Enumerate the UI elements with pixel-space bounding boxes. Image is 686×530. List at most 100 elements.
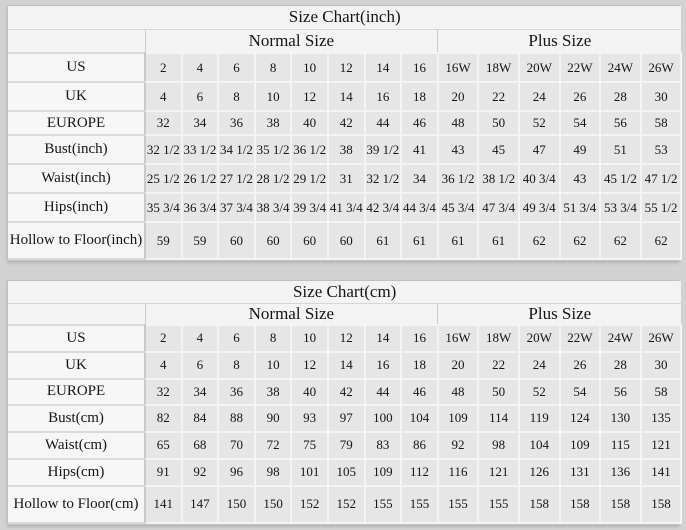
cell: 26 1/2 [180, 163, 220, 194]
row-label: Hips(inch) [8, 192, 146, 223]
cell: 65 [144, 430, 183, 460]
row-label: US [8, 323, 146, 353]
cell: 38 [253, 110, 293, 136]
cell: 20W [517, 323, 561, 353]
cell: 158 [599, 484, 642, 524]
cell: 61 [400, 221, 439, 260]
table-title: Size Chart(inch) [8, 6, 682, 30]
cell: 16W [436, 323, 480, 353]
table-title: Size Chart(cm) [8, 281, 682, 304]
cell: 44 3/4 [400, 192, 439, 223]
cell: 52 [517, 110, 561, 136]
cell: 121 [639, 430, 683, 460]
cell: 124 [558, 403, 602, 433]
table-row: Bust(inch) 32 1/2 33 1/2 34 1/2 35 1/2 36 1/2… [8, 134, 683, 165]
cell: 92 [436, 430, 480, 460]
row-label: Hollow to Floor(cm) [8, 484, 146, 524]
cell: 43 [436, 134, 480, 165]
size-chart-inch: Size Chart(inch) Normal Size Plus Size US 2 4… [7, 5, 683, 261]
cell: 18W [477, 52, 520, 83]
row-label: Hips(cm) [8, 457, 146, 487]
cell: 31 [326, 163, 366, 194]
cell: 45 [477, 134, 520, 165]
cell: 54 [558, 110, 602, 136]
cell: 6 [180, 81, 220, 112]
row-label: Bust(cm) [8, 403, 146, 433]
cell: 29 1/2 [290, 163, 329, 194]
row-label: UK [8, 81, 146, 112]
cell: 155 [477, 484, 520, 524]
table-title-row: Size Chart(cm) [8, 281, 682, 304]
cell: 2 [144, 52, 183, 83]
cell: 10 [290, 52, 329, 83]
cell: 79 [326, 430, 366, 460]
cell: 136 [599, 457, 642, 487]
table-row: US 2 4 6 8 10 12 14 16 16W 18W 20W 22W 24W 26W [8, 323, 683, 353]
cell: 86 [400, 430, 439, 460]
cell: 42 3/4 [363, 192, 403, 223]
cell: 37 3/4 [217, 192, 256, 223]
cell: 52 [517, 377, 561, 406]
cell: 104 [400, 403, 439, 433]
table-row: US 2 4 6 8 10 12 14 16 16W 18W 20W 22W 24W 26W [8, 52, 683, 83]
cell: 60 [326, 221, 366, 260]
cell: 46 [400, 377, 439, 406]
cell: 32 1/2 [363, 163, 403, 194]
cell: 96 [217, 457, 256, 487]
cell: 49 3/4 [517, 192, 561, 223]
cell: 68 [180, 430, 220, 460]
cell: 8 [253, 323, 293, 353]
row-label: EUROPE [8, 110, 146, 136]
cell: 92 [180, 457, 220, 487]
table-row: EUROPE 32 34 36 38 40 42 44 46 48 50 52 54 56 58 [8, 110, 683, 136]
cell: 114 [477, 403, 520, 433]
cell: 6 [180, 350, 220, 380]
cell: 16 [400, 52, 439, 83]
cell: 84 [180, 403, 220, 433]
cell: 36 3/4 [180, 192, 220, 223]
cell: 35 1/2 [253, 134, 293, 165]
cell: 49 [558, 134, 602, 165]
cell: 12 [326, 323, 366, 353]
cell: 48 [436, 110, 480, 136]
cell: 12 [326, 52, 366, 83]
cell: 8 [253, 52, 293, 83]
cell: 2 [144, 323, 183, 353]
cell: 126 [517, 457, 561, 487]
cell: 36 1/2 [290, 134, 329, 165]
cell: 22W [558, 52, 602, 83]
cell: 53 3/4 [599, 192, 642, 223]
cell: 72 [253, 430, 293, 460]
cell: 104 [517, 430, 561, 460]
cell: 22W [558, 323, 602, 353]
table-row: Hollow to Floor(inch) 59 59 60 60 60 60 61 61 61 6… [8, 221, 683, 260]
cell: 109 [436, 403, 480, 433]
cell: 6 [217, 52, 256, 83]
cell: 34 [180, 110, 220, 136]
cell: 155 [363, 484, 403, 524]
table-row: EUROPE 32 34 36 38 40 42 44 46 48 50 52 54 56 58 [8, 377, 683, 406]
cell: 10 [253, 350, 293, 380]
cell: 109 [558, 430, 602, 460]
cell: 119 [517, 403, 561, 433]
cell: 28 [599, 81, 642, 112]
cell: 12 [290, 350, 329, 380]
cell: 105 [326, 457, 366, 487]
cell: 16 [363, 350, 403, 380]
cell: 30 [639, 81, 683, 112]
cell: 62 [517, 221, 561, 260]
cell: 141 [639, 457, 683, 487]
cell: 8 [217, 81, 256, 112]
group-header-normal-size: Normal Size [145, 29, 438, 54]
size-chart-cm-table: Size Chart(cm) Normal Size Plus Size US 2 4 6 8… [8, 281, 683, 524]
cell: 55 1/2 [639, 192, 683, 223]
cell: 44 [363, 110, 403, 136]
cell: 20 [436, 350, 480, 380]
cell: 121 [477, 457, 520, 487]
cell: 42 [326, 377, 366, 406]
cell: 62 [558, 221, 602, 260]
cell: 47 3/4 [477, 192, 520, 223]
cell: 14 [363, 52, 403, 83]
cell: 58 [639, 110, 683, 136]
